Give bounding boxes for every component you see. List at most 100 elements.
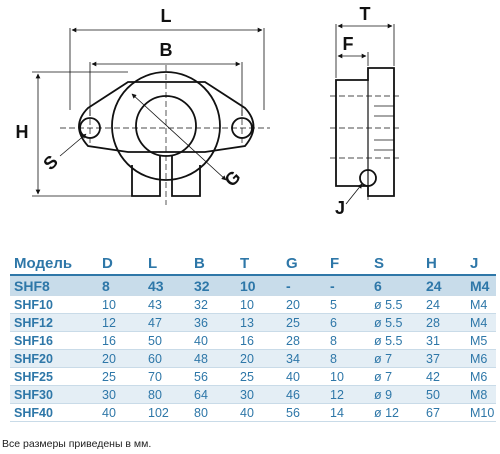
- value-cell: 70: [144, 367, 190, 386]
- model-cell: SHF16: [10, 331, 98, 350]
- label-H: H: [16, 122, 29, 142]
- leader-S: [59, 133, 87, 157]
- label-S: S: [39, 151, 62, 174]
- value-cell: M6: [466, 349, 496, 368]
- value-cell: 12: [98, 313, 144, 332]
- value-cell: M6: [466, 367, 496, 386]
- value-cell: 46: [282, 385, 326, 404]
- value-cell: 8: [98, 275, 144, 296]
- label-L: L: [161, 6, 172, 26]
- value-cell: 80: [190, 403, 236, 422]
- table-row: SHF10 10 43 32 10 20 5 ø 5.5 24 M4: [10, 295, 496, 314]
- dimension-B: [89, 61, 243, 116]
- value-cell: 40: [236, 403, 282, 422]
- value-cell: 40: [282, 367, 326, 386]
- value-cell: 20: [98, 349, 144, 368]
- table-row: SHF16 16 50 40 16 28 8 ø 5.5 31 M5: [10, 331, 496, 350]
- spec-table: Модель D L B T G F S H J SHF8 8 43 32 10- -6 24 M4 SHF10 1…: [10, 252, 496, 422]
- value-cell: -: [326, 275, 370, 296]
- value-cell: ø 9: [370, 385, 422, 404]
- value-cell: 28: [282, 331, 326, 350]
- model-cell: SHF40: [10, 403, 98, 422]
- label-F: F: [343, 34, 354, 54]
- value-cell: 12: [326, 385, 370, 404]
- leader-J: [345, 183, 363, 205]
- value-cell: 60: [144, 349, 190, 368]
- value-cell: M4: [466, 295, 496, 314]
- column-header: G: [282, 252, 326, 276]
- value-cell: 5: [326, 295, 370, 314]
- column-header: L: [144, 252, 190, 276]
- value-cell: ø 7: [370, 367, 422, 386]
- table-header-row: Модель D L B T G F S H J: [10, 252, 496, 276]
- side-detail-lines: [374, 105, 394, 151]
- value-cell: 50: [422, 385, 466, 404]
- value-cell: M5: [466, 331, 496, 350]
- value-cell: 40: [98, 403, 144, 422]
- table-row: SHF8 8 43 32 10- -6 24 M4: [10, 275, 496, 296]
- value-cell: 56: [282, 403, 326, 422]
- table-body: SHF8 8 43 32 10- -6 24 M4 SHF10 10 43 32 10 20 5 ø 5.5 2…: [10, 275, 496, 422]
- value-cell: M4: [466, 275, 496, 296]
- value-cell: 25: [236, 367, 282, 386]
- value-cell: ø 5.5: [370, 313, 422, 332]
- value-cell: 64: [190, 385, 236, 404]
- value-cell: M10: [466, 403, 496, 422]
- column-header: B: [190, 252, 236, 276]
- value-cell: 8: [326, 349, 370, 368]
- value-cell: 30: [236, 385, 282, 404]
- value-cell: 10: [236, 275, 282, 296]
- value-cell: 56: [190, 367, 236, 386]
- value-cell: 13: [236, 313, 282, 332]
- column-header: J: [466, 252, 496, 276]
- value-cell: 34: [282, 349, 326, 368]
- value-cell: 20: [282, 295, 326, 314]
- technical-drawing: L B H S G T: [16, 4, 400, 218]
- value-cell: 6: [326, 313, 370, 332]
- value-cell: M8: [466, 385, 496, 404]
- table-row: SHF12 12 47 36 13 25 6 ø 5.5 28 M4: [10, 313, 496, 332]
- value-cell: 25: [98, 367, 144, 386]
- value-cell: 43: [144, 295, 190, 314]
- value-cell: -: [282, 275, 326, 296]
- model-cell: SHF10: [10, 295, 98, 314]
- table-row: SHF30 30 80 64 30 46 12 ø 9 50 M8: [10, 385, 496, 404]
- value-cell: 37: [422, 349, 466, 368]
- column-header: H: [422, 252, 466, 276]
- column-header: Модель: [10, 252, 98, 276]
- table-row: SHF40 40 102 80 40 56 14 ø 12 67 M10: [10, 403, 496, 422]
- value-cell: 16: [98, 331, 144, 350]
- side-view: [335, 67, 395, 197]
- value-cell: 10: [98, 295, 144, 314]
- value-cell: 24: [422, 275, 466, 296]
- value-cell: 67: [422, 403, 466, 422]
- model-cell: SHF12: [10, 313, 98, 332]
- value-cell: 48: [190, 349, 236, 368]
- dimension-G: [131, 93, 227, 181]
- value-cell: M4: [466, 313, 496, 332]
- value-cell: 24: [422, 295, 466, 314]
- value-cell: 32: [190, 275, 236, 296]
- column-header: F: [326, 252, 370, 276]
- dimension-T: [335, 23, 395, 78]
- value-cell: 20: [236, 349, 282, 368]
- side-outline: [335, 67, 395, 197]
- dimension-L: [69, 27, 265, 110]
- value-cell: ø 7: [370, 349, 422, 368]
- dimension-F: [337, 52, 369, 66]
- value-cell: 16: [236, 331, 282, 350]
- value-cell: 30: [98, 385, 144, 404]
- value-cell: 14: [326, 403, 370, 422]
- value-cell: 102: [144, 403, 190, 422]
- label-B: B: [160, 40, 173, 60]
- column-header: T: [236, 252, 282, 276]
- table-row: SHF25 25 70 56 25 40 10 ø 7 42 M6: [10, 367, 496, 386]
- model-cell: SHF8: [10, 275, 98, 296]
- value-cell: 6: [370, 275, 422, 296]
- value-cell: 32: [190, 295, 236, 314]
- value-cell: 80: [144, 385, 190, 404]
- table-row: SHF20 20 60 48 20 34 8 ø 7 37 M6: [10, 349, 496, 368]
- value-cell: 40: [190, 331, 236, 350]
- footnote: Все размеры приведены в мм.: [2, 438, 152, 450]
- model-cell: SHF20: [10, 349, 98, 368]
